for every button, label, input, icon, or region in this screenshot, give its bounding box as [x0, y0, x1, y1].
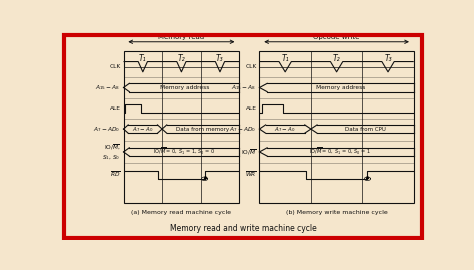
Text: IO/$\overline{M}$ = 0, $S_1$ = 0, $S_0$ = 1: IO/$\overline{M}$ = 0, $S_1$ = 0, $S_0$ …	[310, 147, 372, 157]
Text: $A_{15}-A_8$: $A_{15}-A_8$	[231, 83, 256, 92]
Text: $\overline{RD}$: $\overline{RD}$	[110, 170, 120, 180]
Text: Memory address: Memory address	[160, 85, 209, 90]
Text: Memory read: Memory read	[158, 34, 204, 40]
Text: IO/$\overline{M}$,
$S_1$, $S_0$: IO/$\overline{M}$, $S_1$, $S_0$	[102, 142, 120, 162]
Text: IO/$\overline{M}$: IO/$\overline{M}$	[241, 147, 256, 157]
Text: CLK: CLK	[245, 64, 256, 69]
Text: T₂: T₂	[333, 55, 340, 63]
Text: $A_7-AD_0$: $A_7-AD_0$	[229, 125, 256, 134]
Text: Data from CPU: Data from CPU	[345, 127, 386, 131]
Text: $A_7-A_0$: $A_7-A_0$	[274, 125, 296, 134]
Text: T₃: T₃	[216, 55, 224, 63]
Text: T₂: T₂	[178, 55, 185, 63]
Text: T₁: T₁	[139, 55, 146, 63]
Text: Memory address: Memory address	[316, 85, 365, 90]
Text: $A_{15}-A_8$: $A_{15}-A_8$	[95, 83, 120, 92]
Text: ALE: ALE	[246, 106, 256, 111]
Text: (a) Memory read machine cycle: (a) Memory read machine cycle	[131, 210, 231, 215]
Text: $\overline{WR}$: $\overline{WR}$	[245, 170, 256, 180]
Text: $A_7-A_0$: $A_7-A_0$	[132, 125, 154, 134]
Text: (b) Memory write machine cycle: (b) Memory write machine cycle	[286, 210, 387, 215]
Text: T₁: T₁	[282, 55, 289, 63]
Text: Memory read and write machine cycle: Memory read and write machine cycle	[170, 224, 316, 233]
Text: Data from memory: Data from memory	[176, 127, 229, 131]
Text: IO/$\overline{M}$ = 0, $S_1$ = 1, $S_0$ = 0: IO/$\overline{M}$ = 0, $S_1$ = 1, $S_0$ …	[153, 147, 215, 157]
Text: CLK: CLK	[109, 64, 120, 69]
Text: ALE: ALE	[109, 106, 120, 111]
Text: Opcode write: Opcode write	[313, 34, 360, 40]
Text: T₃: T₃	[384, 55, 392, 63]
Text: $A_7-AD_0$: $A_7-AD_0$	[93, 125, 120, 134]
